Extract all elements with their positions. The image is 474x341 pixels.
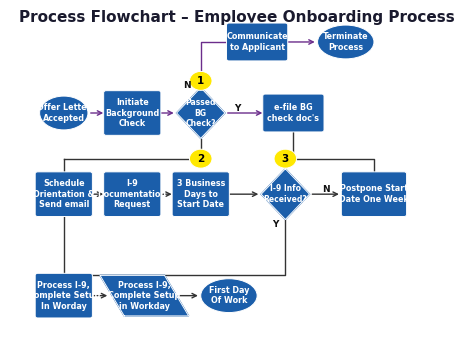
FancyBboxPatch shape [35, 273, 92, 318]
Text: I-9
Documentation
Request: I-9 Documentation Request [98, 179, 167, 209]
Text: N: N [183, 81, 191, 90]
Text: Process I-9,
Complete Setup
in Workday: Process I-9, Complete Setup in Workday [108, 281, 181, 311]
FancyBboxPatch shape [227, 23, 288, 61]
FancyBboxPatch shape [104, 91, 161, 135]
FancyBboxPatch shape [35, 172, 92, 217]
FancyBboxPatch shape [104, 172, 161, 217]
Polygon shape [100, 275, 189, 316]
Text: Communicate
to Applicant: Communicate to Applicant [226, 32, 288, 52]
Text: Y: Y [272, 220, 278, 229]
Ellipse shape [201, 279, 257, 313]
Text: 2: 2 [197, 154, 204, 164]
Text: First Day
Of Work: First Day Of Work [209, 286, 249, 305]
Ellipse shape [40, 96, 88, 130]
Polygon shape [177, 88, 225, 138]
Ellipse shape [318, 25, 374, 59]
Text: I-9 Info
Received?: I-9 Info Received? [264, 184, 307, 204]
Text: Terminate
Process: Terminate Process [323, 32, 369, 52]
FancyBboxPatch shape [263, 94, 324, 132]
Circle shape [190, 71, 212, 90]
Text: Process I-9,
Complete Setup
In Worday: Process I-9, Complete Setup In Worday [27, 281, 100, 311]
Text: N: N [322, 185, 329, 194]
Text: 1: 1 [197, 76, 204, 86]
FancyBboxPatch shape [341, 172, 407, 217]
FancyBboxPatch shape [172, 172, 229, 217]
Circle shape [190, 149, 212, 168]
Circle shape [274, 149, 297, 168]
Text: Initiate
Background
Check: Initiate Background Check [105, 98, 159, 128]
Text: 3 Business
Days to
Start Date: 3 Business Days to Start Date [176, 179, 225, 209]
Text: Y: Y [234, 104, 240, 113]
Polygon shape [261, 169, 310, 220]
Text: Schedule
Orientation &
Send email: Schedule Orientation & Send email [33, 179, 94, 209]
Text: Postpone Start
Date One Week: Postpone Start Date One Week [339, 184, 409, 204]
Text: e-file BG
check doc's: e-file BG check doc's [267, 103, 319, 123]
Text: Passed
BG
Check?: Passed BG Check? [185, 98, 216, 128]
Text: Offer Letter
Accepted: Offer Letter Accepted [37, 103, 91, 123]
Text: 3: 3 [282, 154, 289, 164]
Text: Process Flowchart – Employee Onboarding Process: Process Flowchart – Employee Onboarding … [19, 10, 455, 25]
